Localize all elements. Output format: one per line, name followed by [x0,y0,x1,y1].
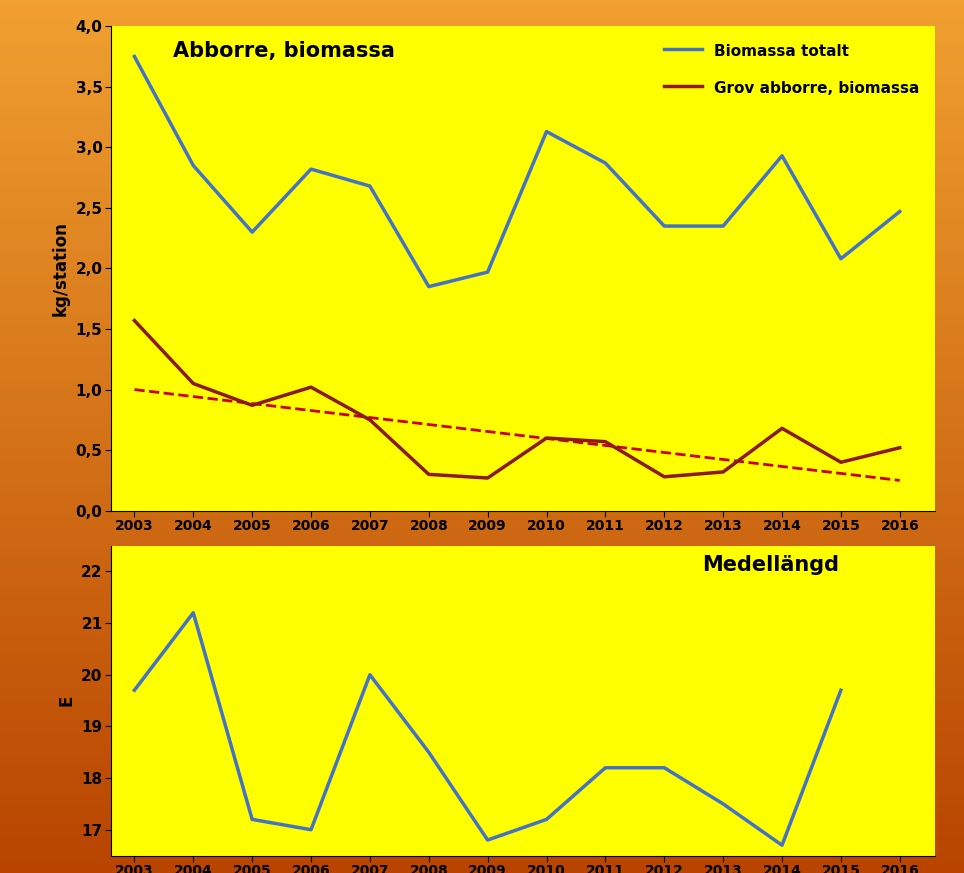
Y-axis label: kg/station: kg/station [52,221,70,316]
Text: Medellängd: Medellängd [702,555,839,575]
Y-axis label: E: E [58,695,75,706]
Text: Abborre, biomassa: Abborre, biomassa [173,41,395,61]
Legend: Biomassa totalt, Grov abborre, biomassa: Biomassa totalt, Grov abborre, biomassa [656,34,927,105]
